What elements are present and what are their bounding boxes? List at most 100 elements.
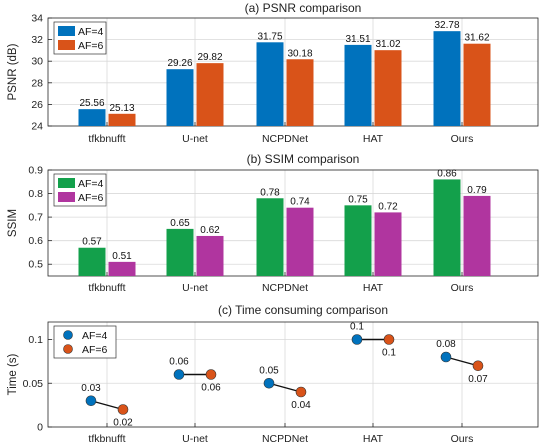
psnr-bar-af4 [433, 31, 461, 126]
time-data-label: 0.1 [382, 348, 396, 359]
psnr-bar-af6 [196, 63, 224, 126]
psnr-bar-af4 [78, 109, 106, 126]
ssim-data-label: 0.65 [170, 218, 190, 229]
ssim-data-label: 0.78 [260, 187, 280, 198]
psnr-bar-af4 [344, 44, 372, 126]
ssim-ytick-label: 0.9 [28, 165, 43, 177]
time-data-label: 0.07 [468, 374, 488, 385]
ssim-ytick-label: 0.5 [28, 259, 43, 271]
psnr-bar-af6 [108, 113, 136, 126]
time-data-label: 0.06 [201, 383, 221, 394]
psnr-category-label: tfkbnufft [88, 133, 125, 145]
psnr-legend-swatch [58, 26, 75, 36]
psnr-bar-af4 [256, 42, 284, 126]
psnr-ytick-label: 30 [31, 56, 43, 68]
psnr-ytick-label: 32 [31, 34, 43, 46]
time-data-label: 0.06 [169, 357, 189, 368]
psnr-bar-af4 [166, 69, 194, 126]
psnr-data-label: 31.02 [375, 39, 400, 50]
ssim-bar-af4 [78, 247, 106, 276]
ssim-bar-af4 [344, 205, 372, 276]
psnr-legend-label: AF=4 [78, 26, 104, 38]
ssim-chart-title: (b) SSIM comparison [247, 152, 360, 166]
psnr-data-label: 25.56 [79, 98, 104, 109]
time-category-label: NCPDNet [262, 433, 308, 445]
time-category-label: tfkbnufft [88, 433, 125, 445]
time-point-af6 [472, 360, 484, 372]
time-plot-frame [47, 321, 539, 428]
psnr-y-axis-label: PSNR (dB) [7, 43, 19, 100]
time-point-af4 [85, 395, 97, 407]
ssim-data-label: 0.74 [290, 197, 310, 208]
ssim-category-label: tfkbnufft [88, 282, 125, 294]
time-connector-line [268, 382, 302, 393]
psnr-ytick-label: 34 [31, 13, 43, 25]
psnr-data-label: 31.62 [464, 33, 489, 44]
psnr-bar-af6 [463, 43, 491, 127]
psnr-data-label: 29.26 [167, 58, 192, 69]
psnr-data-label: 30.18 [287, 48, 312, 59]
time-data-label: 0.1 [350, 322, 364, 333]
ssim-legend-label: AF=4 [78, 178, 104, 190]
ssim-bar-af6 [374, 212, 402, 276]
psnr-bar-af6 [374, 50, 402, 126]
psnr-data-label: 31.75 [257, 31, 282, 42]
psnr-legend-label: AF=6 [78, 40, 104, 52]
ssim-ytick-label: 0.6 [28, 235, 43, 247]
time-data-label: 0.08 [436, 339, 456, 350]
psnr-data-label: 31.51 [345, 34, 370, 45]
ssim-data-label: 0.57 [82, 237, 102, 248]
ssim-data-label: 0.62 [200, 225, 220, 236]
psnr-ytick-label: 26 [31, 99, 43, 111]
ssim-bar-af6 [196, 235, 224, 276]
time-ytick-label: 0.1 [28, 334, 43, 346]
psnr-data-label: 32.78 [434, 20, 459, 31]
ssim-bar-af4 [166, 228, 194, 276]
time-data-label: 0.02 [113, 418, 133, 429]
ssim-bar-af6 [108, 261, 136, 276]
psnr-data-label: 29.82 [197, 52, 222, 63]
time-legend-marker [63, 344, 73, 354]
time-legend-label: AF=4 [82, 330, 108, 342]
ssim-ytick-label: 0.8 [28, 188, 43, 200]
ssim-data-label: 0.72 [378, 201, 398, 212]
ssim-legend-swatch [58, 192, 75, 202]
time-point-af4 [440, 351, 452, 363]
time-connector-line [90, 400, 124, 411]
time-point-af6 [295, 386, 307, 398]
ssim-data-label: 0.86 [437, 168, 457, 179]
psnr-category-label: U-net [182, 133, 208, 145]
time-data-label: 0.03 [81, 383, 101, 394]
ssim-y-axis-label: SSIM [7, 209, 19, 237]
time-y-axis-label: Time (s) [7, 353, 19, 395]
psnr-chart-title: (a) PSNR comparison [245, 1, 362, 15]
psnr-ytick-label: 28 [31, 77, 43, 89]
ssim-legend-swatch [58, 178, 75, 188]
ssim-ytick-label: 0.7 [28, 212, 43, 224]
psnr-ytick-label: 24 [31, 121, 43, 133]
ssim-data-label: 0.79 [467, 185, 487, 196]
time-point-af4 [263, 377, 275, 389]
time-category-label: Ours [451, 433, 474, 445]
ssim-category-label: HAT [363, 282, 384, 294]
time-legend-marker [63, 330, 73, 340]
time-point-af4 [351, 334, 363, 345]
time-legend-label: AF=6 [82, 344, 108, 356]
psnr-category-label: Ours [451, 133, 474, 145]
psnr-category-label: HAT [363, 133, 384, 145]
time-category-label: HAT [363, 433, 384, 445]
time-ytick-label: 0.05 [23, 378, 44, 390]
ssim-bar-af6 [463, 195, 491, 276]
time-connector-line [445, 356, 479, 367]
time-point-af4 [173, 369, 185, 380]
ssim-category-label: Ours [451, 282, 474, 294]
time-point-af6 [117, 404, 129, 415]
time-chart-title: (c) Time consuming comparison [218, 303, 388, 317]
time-legend-box [53, 325, 117, 359]
ssim-category-label: U-net [182, 282, 208, 294]
ssim-legend-label: AF=6 [78, 192, 104, 204]
psnr-data-label: 25.13 [109, 103, 134, 114]
time-data-label: 0.04 [291, 400, 311, 411]
psnr-category-label: NCPDNet [262, 133, 308, 145]
